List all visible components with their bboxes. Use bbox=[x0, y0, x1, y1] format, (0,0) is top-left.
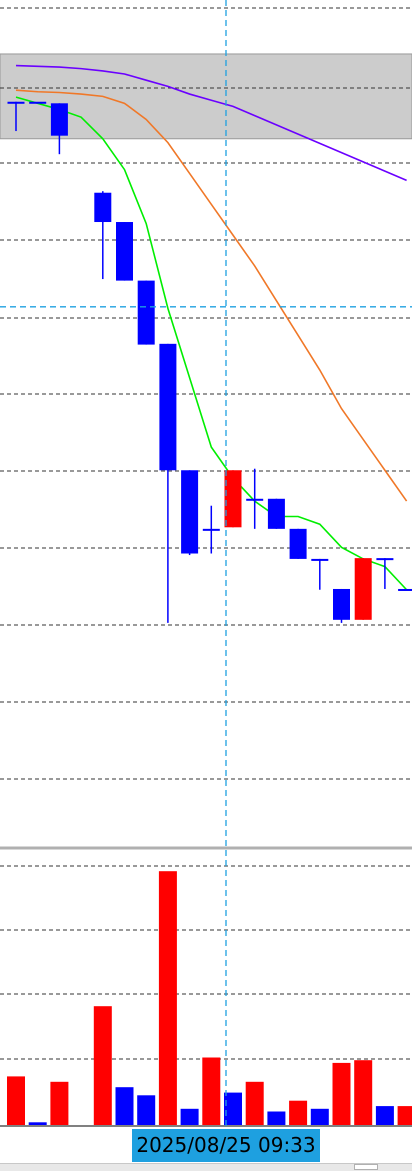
scrollbar-thumb[interactable] bbox=[354, 1164, 378, 1170]
volume-bar-10 bbox=[224, 1093, 242, 1125]
candle-body-5 bbox=[116, 222, 133, 281]
volume-bar-18 bbox=[398, 1106, 412, 1125]
candle-body-13 bbox=[290, 529, 307, 559]
volume-bar-5 bbox=[116, 1087, 134, 1125]
crosshair-time-label: 2025/08/25 09:33 bbox=[132, 1129, 320, 1162]
volume-bar-15 bbox=[333, 1063, 351, 1125]
volume-bar-8 bbox=[181, 1109, 199, 1125]
volume-bar-0 bbox=[7, 1076, 25, 1125]
candle-body-18 bbox=[398, 589, 412, 591]
volume-bar-4 bbox=[94, 1006, 112, 1125]
volume-bar-7 bbox=[159, 871, 177, 1125]
crosshair-layer bbox=[0, 0, 412, 1130]
volume-bar-14 bbox=[311, 1109, 329, 1125]
volume-bar-16 bbox=[354, 1060, 372, 1125]
candle-body-11 bbox=[246, 499, 263, 501]
candle-body-4 bbox=[94, 193, 111, 222]
candle-body-17 bbox=[376, 558, 393, 560]
candlestick-layer bbox=[8, 102, 412, 623]
volume-bar-17 bbox=[376, 1106, 394, 1125]
candle-body-7 bbox=[159, 344, 176, 470]
candle-body-9 bbox=[203, 529, 220, 531]
candle-body-14 bbox=[311, 559, 328, 561]
volume-bar-6 bbox=[137, 1095, 155, 1125]
moving-average-line-1 bbox=[16, 90, 407, 501]
candle-body-16 bbox=[355, 558, 372, 620]
candle-body-2 bbox=[51, 103, 68, 135]
volume-bar-1 bbox=[29, 1122, 47, 1125]
candle-body-15 bbox=[333, 589, 350, 620]
candle-body-10 bbox=[225, 470, 242, 527]
candle-body-1 bbox=[29, 102, 46, 104]
volume-bar-11 bbox=[246, 1082, 264, 1125]
candle-body-6 bbox=[138, 281, 155, 345]
volume-bar-2 bbox=[50, 1082, 68, 1125]
volume-bar-9 bbox=[202, 1058, 220, 1126]
volume-bar-layer bbox=[7, 871, 412, 1125]
volume-bar-12 bbox=[267, 1112, 285, 1126]
grid-layer bbox=[0, 8, 412, 1126]
candle-body-12 bbox=[268, 499, 285, 529]
volume-bar-13 bbox=[289, 1101, 307, 1125]
candle-body-0 bbox=[8, 102, 25, 104]
candle-body-8 bbox=[181, 470, 198, 553]
